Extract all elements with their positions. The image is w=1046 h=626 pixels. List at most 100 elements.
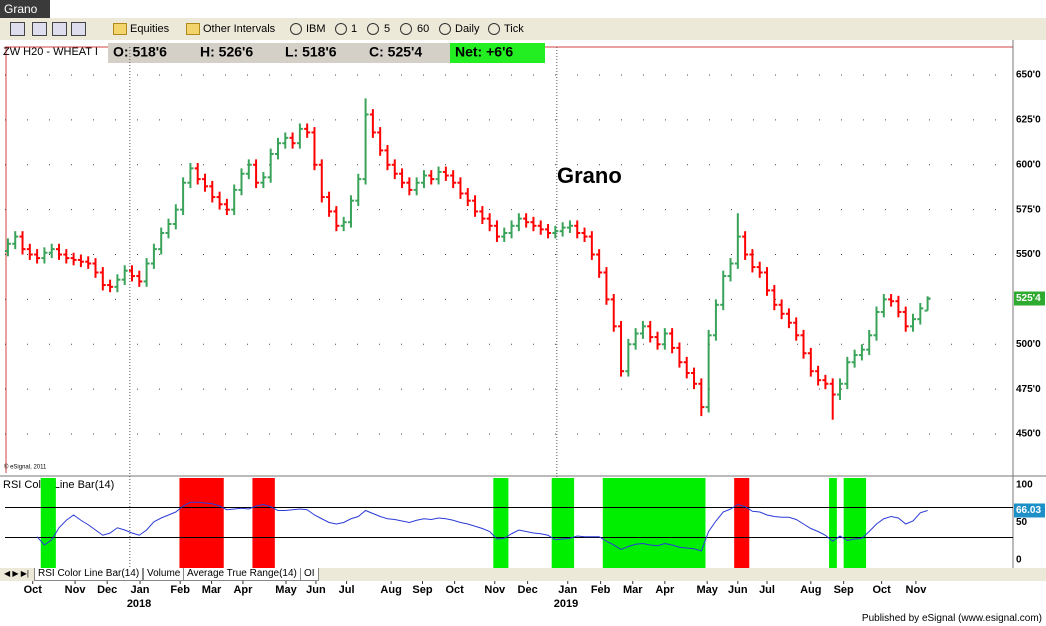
rsi-zone	[858, 478, 867, 568]
rsi-zone	[734, 478, 742, 568]
rsi-zone	[252, 478, 261, 568]
rsi-zone	[40, 478, 49, 568]
tab[interactable]: Volume	[143, 568, 185, 581]
folder-icon	[186, 23, 200, 35]
rsi-zone	[48, 478, 56, 568]
rsi-zone	[186, 478, 195, 568]
x-tick-label: Oct	[445, 584, 464, 596]
rsi-zone	[566, 478, 575, 568]
annotation: Grano	[557, 163, 622, 188]
x-tick-label: Jan	[131, 584, 150, 596]
tool-icon[interactable]	[10, 22, 25, 36]
rsi-zone	[829, 478, 837, 568]
rsi-zone	[493, 478, 502, 568]
y-tick-label: 50	[1016, 517, 1028, 528]
rsi-zone	[267, 478, 275, 568]
tab[interactable]: RSI Color Line Bar(14)	[34, 568, 144, 581]
quote-box	[108, 43, 450, 63]
x-tick-label: Feb	[591, 584, 611, 596]
tool-icon[interactable]	[52, 22, 67, 36]
x-tick-label: Sep	[412, 584, 432, 596]
rsi-zone	[215, 478, 224, 568]
tool-icon[interactable]	[32, 22, 47, 36]
scroll-buttons[interactable]: ◀ ▶ ▶|	[4, 569, 29, 578]
x-tick-label: Dec	[518, 584, 538, 596]
rsi-zone	[675, 478, 684, 568]
toolbar-button[interactable]: 60	[417, 23, 430, 35]
rsi-zone	[602, 478, 611, 568]
y-tick-label: 450'0	[1016, 429, 1041, 440]
title-bar: Grano	[0, 0, 1046, 18]
y-tick-label: 550'0	[1016, 249, 1041, 260]
copyright: © eSignal, 2011	[4, 464, 47, 471]
rsi-zone	[551, 478, 560, 568]
rsi-zone	[631, 478, 640, 568]
x-tick-label: Sep	[834, 584, 854, 596]
rsi-zone	[843, 478, 852, 568]
y-tick-label: 0	[1016, 555, 1022, 566]
toolbar-button[interactable]: Daily	[455, 23, 480, 35]
y-tick-label: 100	[1016, 480, 1033, 491]
rsi-zone	[850, 478, 859, 568]
quote-open: O: 518'6	[113, 44, 167, 60]
rsi-zone	[668, 478, 677, 568]
chart: ZW H20 - WHEAT I O: 518'6 H: 526'6 L: 51…	[0, 40, 1046, 568]
interval-icon	[400, 23, 412, 35]
rsi-zone	[653, 478, 662, 568]
folder-icon	[113, 23, 127, 35]
toolbar-button[interactable]: Tick	[504, 23, 524, 35]
x-tick-label: Dec	[97, 584, 117, 596]
toolbar-button[interactable]: Equities	[130, 23, 170, 35]
x-tick-label: Oct	[24, 584, 43, 596]
x-tick-label: Oct	[872, 584, 891, 596]
interval-icon	[367, 23, 379, 35]
x-tick-label: Jul	[339, 584, 355, 596]
toolbar-button[interactable]: Other Intervals	[203, 23, 276, 35]
rsi-zone	[179, 478, 188, 568]
interval-icon	[335, 23, 347, 35]
x-tick-label: Nov	[65, 584, 87, 596]
tool-icon[interactable]	[71, 22, 86, 36]
symbol-icon	[290, 23, 302, 35]
x-tick-label: Nov	[906, 584, 928, 596]
x-tick-label: Nov	[484, 584, 506, 596]
panel-title: RSI Color Line Bar(14)	[3, 479, 114, 491]
rsi-zone	[646, 478, 655, 568]
rsi-zone	[194, 478, 202, 568]
quote-close: C: 525'4	[369, 44, 422, 60]
x-tick-label: Feb	[170, 584, 190, 596]
y-tick-label: 625'0	[1016, 115, 1041, 126]
chart-background	[0, 40, 1046, 568]
x-tick-label: May	[275, 584, 297, 596]
last-price-label: 525'4	[1016, 293, 1041, 304]
rsi-zone	[639, 478, 648, 568]
rsi-zone	[201, 478, 210, 568]
rsi-zone	[741, 478, 750, 568]
rsi-last-label: 66.03	[1016, 505, 1041, 516]
quote-low: L: 518'6	[285, 44, 337, 60]
toolbar-button[interactable]: 1	[351, 23, 358, 35]
y-tick-label: 575'0	[1016, 204, 1041, 215]
x-tick-label: Mar	[623, 584, 643, 596]
net-box	[450, 43, 545, 63]
x-axis: Oct Nov Dec Jan Feb Mar Apr May Jun Jul Aug Sep Oct N…	[24, 581, 928, 610]
x-tick-label: Aug	[380, 584, 401, 596]
rsi-zone	[624, 478, 633, 568]
tab[interactable]: Average True Range(14)	[183, 568, 301, 581]
toolbar-button[interactable]: IBM	[306, 23, 326, 35]
rsi-zone	[259, 478, 268, 568]
x-tick-label: Apr	[233, 584, 253, 596]
toolbar-button[interactable]: 5	[384, 23, 391, 35]
tabs-bar: ◀ ▶ ▶| RSI Color Line Bar(14) Volume Ave…	[0, 568, 1046, 581]
interval-icon	[439, 23, 451, 35]
interval-icon	[488, 23, 500, 35]
rsi-zone	[683, 478, 691, 568]
y-tick-label: 600'0	[1016, 159, 1041, 170]
tab[interactable]: OI	[300, 568, 319, 581]
last-price-tag	[1014, 291, 1045, 306]
symbol-title: ZW H20 - WHEAT I	[3, 46, 98, 58]
rsi-zone	[208, 478, 217, 568]
rsi-line	[36, 501, 928, 552]
y-tick-label: 475'0	[1016, 384, 1041, 395]
